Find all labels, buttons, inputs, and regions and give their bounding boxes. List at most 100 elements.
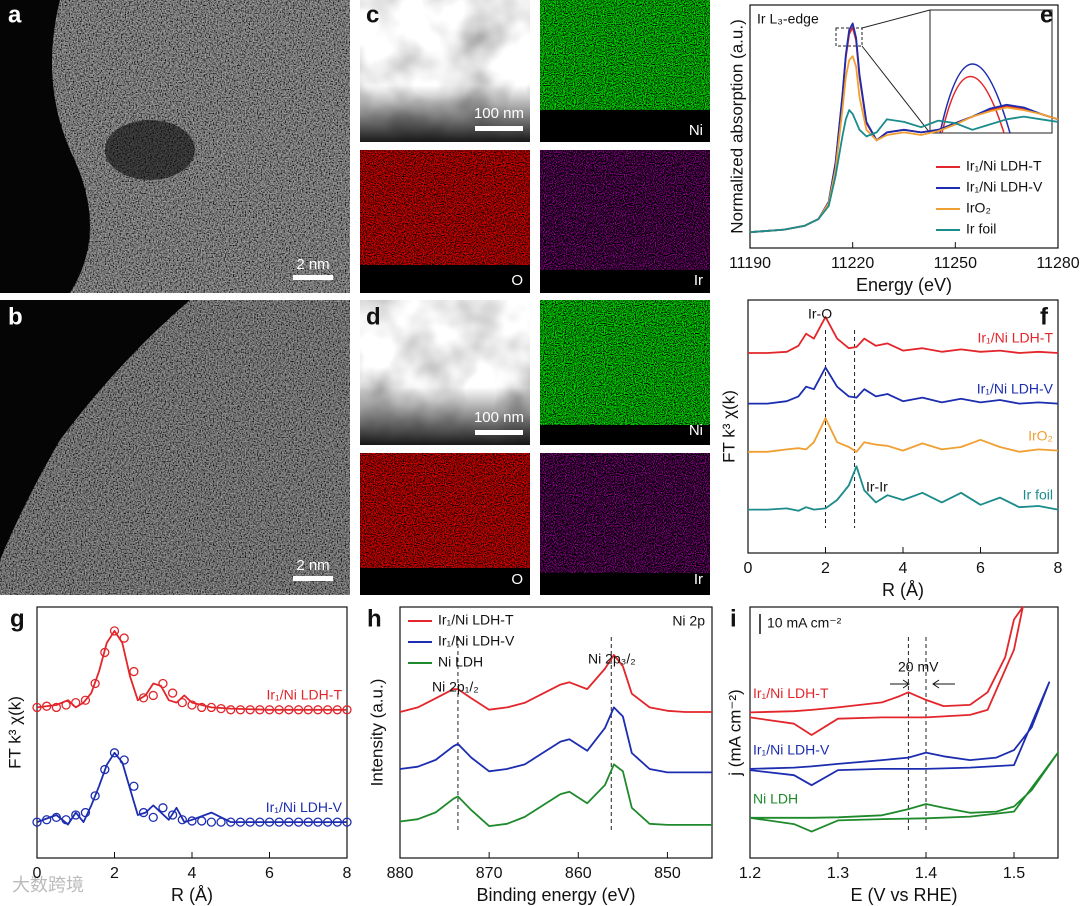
data-point	[32, 702, 42, 713]
y-axis-label: j (mA cm⁻²)	[725, 689, 744, 776]
x-tick-label: 850	[654, 865, 681, 882]
x-axis-label: R (Å)	[882, 580, 924, 600]
scale-bar	[293, 275, 333, 280]
panel-label: i	[730, 605, 737, 632]
series-line	[749, 751, 1059, 833]
series-line	[748, 366, 1059, 405]
data-point	[342, 705, 352, 715]
legend-label: Ir₁/Ni LDH-V	[966, 179, 1043, 195]
data-point	[119, 755, 129, 765]
x-tick-label: 1.2	[739, 865, 761, 882]
x-tick-label: 2	[110, 865, 119, 882]
chart-i: i 1.2 1.3 1.4 1.5 E (V vs RHE) j (mA cm⁻²) Ir₁/…	[725, 605, 1059, 905]
map-label: O	[511, 571, 523, 588]
data-point	[197, 816, 207, 826]
x-tick-label: 870	[476, 865, 503, 882]
data-point	[313, 705, 323, 715]
data-point	[332, 817, 342, 827]
series-label: Ir foil	[1023, 486, 1053, 502]
x-tick-label: 880	[387, 865, 414, 882]
x-tick-label: 1.5	[1003, 865, 1025, 882]
series-line	[399, 654, 712, 713]
panel-label: a	[8, 1, 22, 28]
map-o-texture	[360, 453, 530, 568]
plot-frame	[399, 606, 713, 859]
panel-label: g	[10, 605, 25, 632]
scale-bar-label: 100 nm	[474, 409, 524, 426]
annotation: Ir L₃-edge	[757, 11, 819, 27]
vacuum	[0, 300, 190, 560]
data-point	[80, 695, 91, 705]
y-axis-label: FT k³ χ(k)	[5, 696, 24, 769]
inset	[835, 9, 1053, 134]
data-point	[303, 705, 313, 715]
chart-h: h 880 870 860 850 Binding energy (eV) Intensit…	[367, 605, 713, 905]
y-axis-label: Intensity (a.u.)	[367, 679, 386, 787]
legend-label: Ir₁/Ni LDH-T	[966, 158, 1042, 174]
data-point	[42, 815, 52, 825]
x-tick-label: 11220	[831, 255, 874, 272]
annotation: Ni 2p₃/₂	[588, 651, 636, 667]
data-point	[71, 697, 81, 708]
data-point	[322, 817, 333, 827]
panel-label: b	[8, 303, 23, 330]
x-tick-label: 6	[265, 865, 274, 882]
map-o-texture	[360, 150, 530, 265]
data-point	[187, 816, 197, 826]
series-label: IrO₂	[1028, 427, 1053, 443]
x-tick-label: 2	[821, 560, 830, 577]
x-tick-label: 4	[899, 560, 908, 577]
series-line	[399, 763, 712, 827]
data-point	[332, 705, 342, 715]
x-tick-label: 8	[1054, 560, 1063, 577]
data-point	[293, 705, 304, 715]
void	[105, 120, 195, 180]
legend-label: Ir₁/Ni LDH-T	[438, 612, 514, 628]
data-point	[51, 702, 62, 713]
x-tick-label: 8	[343, 865, 352, 882]
data-point	[255, 705, 265, 715]
data-point	[245, 705, 255, 715]
x-tick-label: 860	[565, 865, 592, 882]
y-axis-label: FT k³ χ(k)	[719, 390, 738, 463]
map-ir-texture	[540, 453, 710, 573]
data-point	[158, 678, 168, 689]
data-point	[177, 697, 187, 708]
data-point	[197, 702, 207, 713]
scale-bar-label: 2 nm	[296, 256, 329, 273]
panel-label: c	[366, 1, 379, 28]
scale-bar	[475, 126, 523, 131]
x-tick-label: 6	[976, 560, 985, 577]
map-label: Ni	[689, 122, 703, 139]
annotation: Ir-Ir	[866, 479, 888, 495]
data-point	[32, 817, 42, 827]
plot-frame	[749, 606, 1059, 859]
data-point	[226, 817, 236, 827]
panel-d: d 100 nm Ni O Ir	[360, 300, 710, 595]
x-axis-label: Energy (eV)	[856, 275, 952, 295]
x-axis-label: E (V vs RHE)	[850, 885, 957, 905]
panel-label: h	[367, 605, 382, 632]
series-label: Ir₁/Ni LDH-V	[753, 742, 830, 758]
data-point	[158, 803, 168, 813]
scale-bar	[293, 576, 333, 581]
chart-g: g 0 2 4 6 8 R (Å) FT k³ χ(k) Ir₁/Ni LDH-T Ir₁/Ni …	[5, 605, 352, 905]
panel-label: e	[1040, 1, 1053, 28]
data-point	[216, 703, 226, 714]
map-label: Ni	[689, 422, 703, 439]
scale-bar-label: 100 nm	[474, 105, 524, 122]
arrow	[932, 679, 955, 689]
map-ni-texture	[540, 0, 710, 110]
data-point	[284, 705, 294, 715]
data-point	[274, 817, 284, 827]
data-point	[206, 817, 217, 827]
plot-frame	[749, 4, 1059, 249]
data-point	[284, 817, 294, 827]
x-tick-label: 11190	[729, 255, 771, 272]
data-point	[167, 688, 178, 698]
arrow	[890, 679, 910, 689]
haadf-shade	[360, 300, 530, 445]
annotation: Ni 2p	[672, 613, 705, 629]
x-tick-label: 0	[33, 865, 42, 882]
